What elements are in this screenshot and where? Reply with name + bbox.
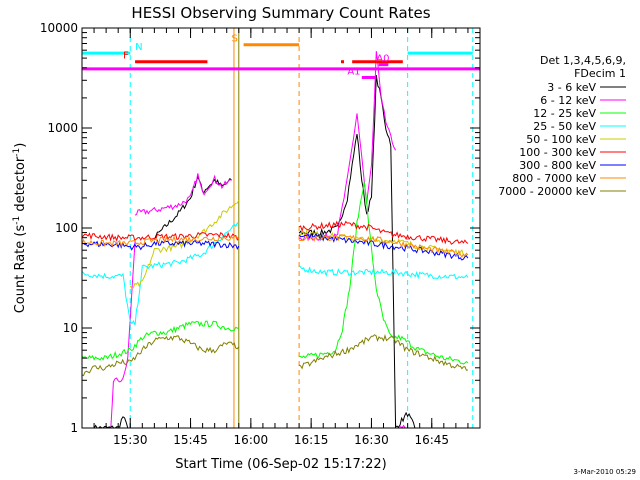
y-tick-label: 10000	[40, 21, 78, 35]
x-tick-label: 16:15	[294, 433, 329, 447]
plot-frame	[81, 27, 481, 429]
state-bar-label: F	[123, 51, 129, 62]
x-tick-label: 15:30	[113, 433, 148, 447]
footer-timestamp: 3-Mar-2010 05:29	[574, 468, 636, 476]
y-tick-label: 100	[55, 221, 78, 235]
legend-header-1: Det 1,3,4,5,6,9,	[540, 54, 626, 67]
series-line	[82, 222, 240, 326]
y-axis-label-part2: detector	[13, 156, 28, 216]
x-tick-label: 16:45	[414, 433, 449, 447]
x-tick-label: 15:45	[173, 433, 208, 447]
legend-header-2: FDecim 1	[574, 67, 626, 80]
state-bar-label: A0	[376, 54, 389, 65]
series-line	[93, 416, 129, 428]
legend-label: 25 - 50 keV	[533, 120, 596, 133]
plot-area: NF S A1 A0	[82, 28, 480, 428]
legend-label: 300 - 800 keV	[519, 159, 596, 172]
y-axis-label-sup1: -1	[12, 216, 22, 225]
x-tick-label: 16:30	[354, 433, 389, 447]
series-line	[299, 182, 469, 365]
state-bar-label: N	[135, 42, 142, 53]
series-line	[298, 232, 469, 261]
state-bar-label: S	[232, 34, 238, 45]
legend-label: 12 - 25 keV	[533, 107, 596, 120]
legend-label: 7000 - 20000 keV	[498, 185, 596, 198]
series-line	[134, 173, 232, 216]
legend-label: 800 - 7000 keV	[512, 172, 596, 185]
series-line	[299, 234, 469, 258]
legend-label: 3 - 6 keV	[547, 81, 596, 94]
y-tick-label: 10	[63, 321, 78, 335]
y-axis-label-sup2: -1	[12, 148, 22, 157]
y-tick-label: 1000	[47, 121, 78, 135]
series-line	[298, 228, 469, 258]
x-tick-label: 16:00	[234, 433, 269, 447]
chart-title: HESSI Observing Summary Count Rates	[131, 4, 430, 22]
series-line	[298, 75, 397, 428]
series-line	[82, 231, 240, 242]
series-line	[153, 175, 232, 241]
series-line	[400, 424, 406, 428]
state-bar-label: A1	[347, 66, 360, 77]
legend-label: 50 - 100 keV	[526, 133, 596, 146]
state-marker-dot	[341, 60, 345, 64]
x-axis-label: Start Time (06-Sep-02 15:17:22)	[175, 457, 386, 472]
series-line	[395, 411, 416, 428]
y-axis-label: Count Rate (s-1 detector-1)	[12, 143, 28, 314]
y-axis-label-part1: Count Rate (s	[13, 225, 28, 314]
series-line	[129, 199, 240, 289]
y-axis-label-close: )	[13, 143, 28, 148]
axes: 1 10 100 1000 10000 15:30 15:45 16:00 16:15 16:30…	[40, 21, 480, 447]
series-line	[82, 239, 240, 251]
series-line	[299, 51, 397, 242]
series-line	[298, 264, 469, 280]
series-line	[298, 220, 469, 245]
series-line	[298, 334, 468, 371]
legend-label: 6 - 12 keV	[540, 94, 596, 107]
series-line	[82, 320, 239, 361]
series-line	[110, 240, 136, 427]
legend-label: 100 - 300 keV	[519, 146, 596, 159]
y-tick-label: 1	[70, 421, 78, 435]
series-line	[82, 235, 240, 248]
series-line	[82, 335, 240, 377]
